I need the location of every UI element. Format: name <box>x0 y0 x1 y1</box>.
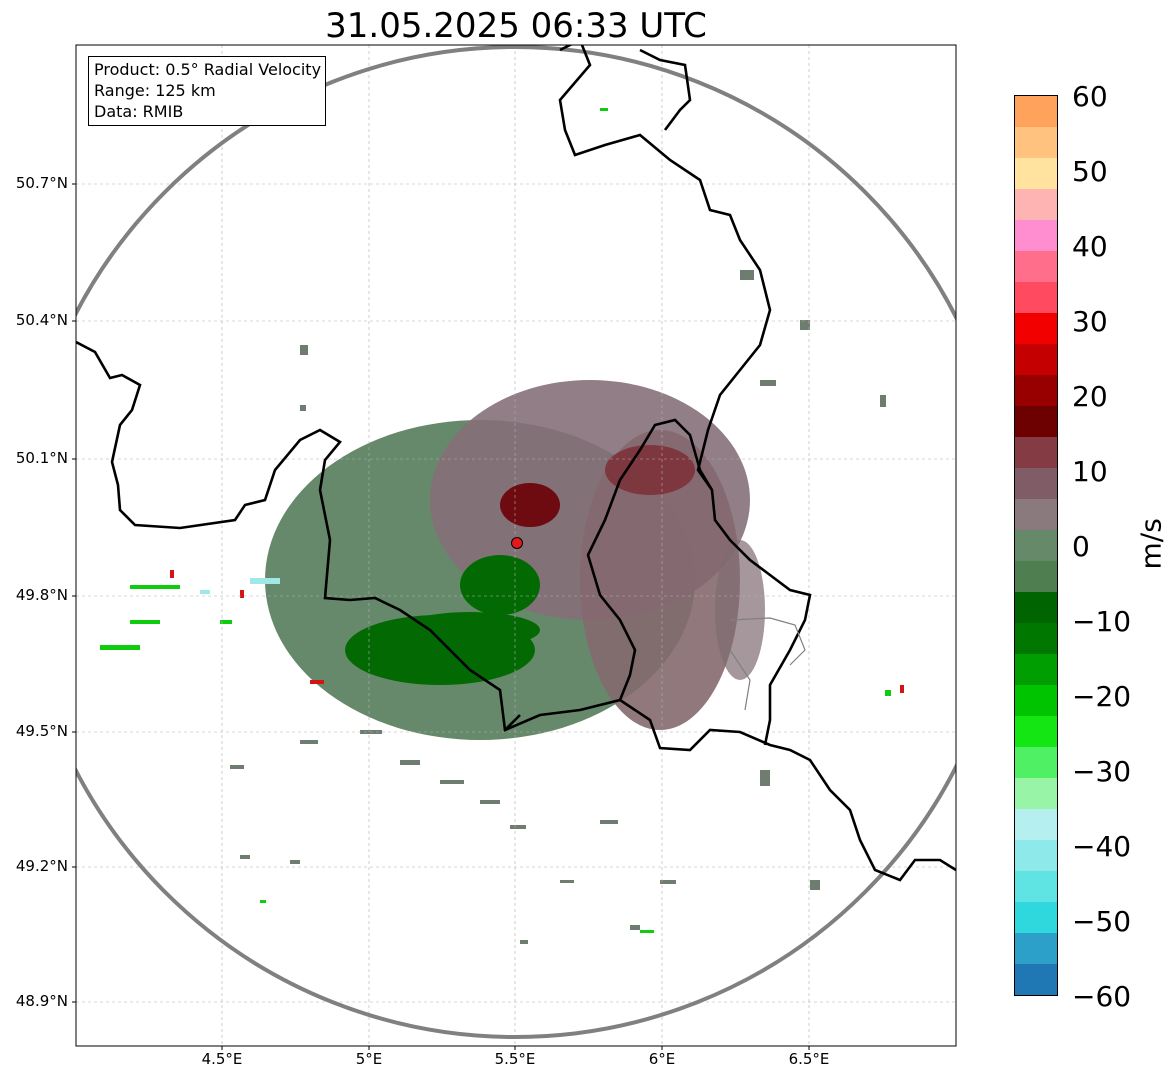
x-tick-label: 6°E <box>648 1050 676 1068</box>
product-label: Product: 0.5° Radial Velocity <box>94 60 322 79</box>
colorbar-tick-label: −30 <box>1072 755 1132 788</box>
x-tick-label: 5.5°E <box>494 1050 536 1068</box>
colorbar-tick-label: −10 <box>1072 605 1132 638</box>
x-tick-label: 4.5°E <box>201 1050 243 1068</box>
plot-frame <box>75 44 957 1047</box>
y-tick-label: 49.5°N <box>15 722 68 740</box>
y-tick-label: 48.9°N <box>15 992 68 1010</box>
colorbar-tick-label: 60 <box>1072 80 1108 113</box>
y-tick-label: 50.7°N <box>15 174 68 192</box>
colorbar-tick-label: 30 <box>1072 305 1108 338</box>
colorbar-unit-label: m/s <box>1134 518 1168 570</box>
radar-site-marker <box>511 537 523 549</box>
y-tick-label: 50.1°N <box>15 449 68 467</box>
y-tick-label: 49.8°N <box>15 586 68 604</box>
colorbar-tick-label: 40 <box>1072 230 1108 263</box>
tick-marks <box>72 183 810 1050</box>
colorbar-tick-label: 50 <box>1072 155 1108 188</box>
colorbar-tick-label: −20 <box>1072 680 1132 713</box>
y-tick-label: 49.2°N <box>15 857 68 875</box>
colorbar-tick-label: −50 <box>1072 905 1132 938</box>
colorbar-tick-label: −40 <box>1072 830 1132 863</box>
source-label: Data: RMIB <box>94 102 184 121</box>
x-tick-label: 5°E <box>355 1050 383 1068</box>
colorbar-tick-label: −60 <box>1072 980 1132 1013</box>
product-info-box: Product: 0.5° Radial Velocity Range: 125… <box>88 56 327 126</box>
velocity-echoes <box>100 108 904 944</box>
colorbar <box>1014 95 1058 996</box>
regional-borders <box>729 617 806 711</box>
range-ring <box>76 45 956 1039</box>
colorbar-tick-label: 20 <box>1072 380 1108 413</box>
x-tick-label: 6.5°E <box>788 1050 830 1068</box>
range-label: Range: 125 km <box>94 81 216 100</box>
map-title: 31.05.2025 06:33 UTC <box>325 6 707 46</box>
colorbar-tick-label: 10 <box>1072 455 1108 488</box>
country-borders <box>76 45 956 882</box>
y-tick-label: 50.4°N <box>15 311 68 329</box>
plot-area <box>76 45 956 1046</box>
colorbar-tick-label: 0 <box>1072 530 1090 563</box>
